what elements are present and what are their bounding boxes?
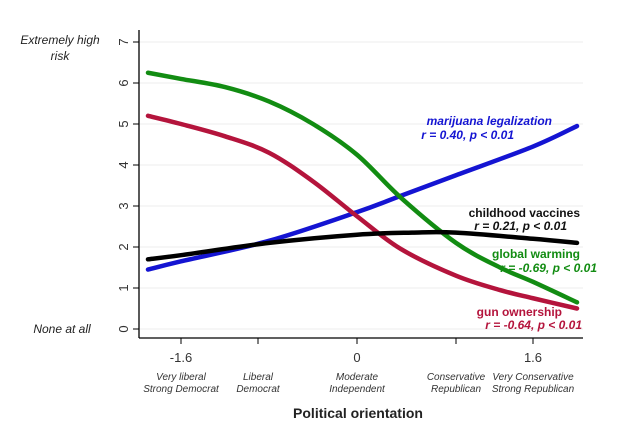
- x-category-label: Very Conservative: [492, 372, 574, 383]
- label-gun-name: gun ownership: [477, 305, 562, 319]
- x-category-label: Republican: [431, 384, 481, 395]
- x-category-label: Very liberal: [156, 372, 206, 383]
- axes: [138, 30, 583, 339]
- x-tick-label: -1.6: [170, 350, 192, 365]
- x-category-label: Democrat: [236, 384, 281, 395]
- y-tick-label: 3: [116, 202, 131, 209]
- y-tick-label: 4: [116, 161, 131, 168]
- y-annotation-bottom: None at all: [33, 322, 91, 336]
- x-category-label: Moderate: [336, 372, 379, 383]
- label-gun-stat: r = -0.64, p < 0.01: [485, 318, 582, 332]
- y-annotation-top-line1: Extremely high: [20, 33, 100, 47]
- x-category-label: Independent: [329, 384, 386, 395]
- series-lines: [145, 70, 580, 311]
- y-ticks: 0 1 2 3 4 5 6 7: [116, 38, 139, 333]
- y-tick-label: 0: [116, 325, 131, 332]
- y-tick-label: 1: [116, 284, 131, 291]
- x-category-label: Liberal: [243, 372, 274, 383]
- y-tick-label: 2: [116, 243, 131, 250]
- y-tick-label: 7: [116, 38, 131, 45]
- x-category-label: Strong Republican: [492, 384, 575, 395]
- label-vaccines-name: childhood vaccines: [469, 206, 581, 220]
- label-marijuana-stat: r = 0.40, p < 0.01: [421, 128, 514, 142]
- x-tick-label: 1.6: [524, 350, 542, 365]
- series-line-gun-ownership: [145, 113, 580, 311]
- series-line-childhood-vaccines: [145, 229, 580, 262]
- label-vaccines-stat: r = 0.21, p < 0.01: [474, 219, 567, 233]
- x-category-label: Strong Democrat: [143, 384, 220, 395]
- y-tick-label: 6: [116, 79, 131, 86]
- label-warming-name: global warming: [492, 247, 580, 261]
- series-line-marijuana-legalization: [145, 123, 580, 272]
- label-marijuana-name: marijuana legalization: [427, 114, 552, 128]
- series-line-global-warming: [145, 70, 580, 305]
- x-tick-label: 0: [353, 350, 360, 365]
- label-warming-stat: r = -0.69, p < 0.01: [500, 261, 597, 275]
- y-annotation-top-line2: risk: [51, 49, 71, 63]
- x-category-label: Conservative: [427, 372, 486, 383]
- x-axis-title: Political orientation: [293, 405, 423, 421]
- y-tick-label: 5: [116, 120, 131, 127]
